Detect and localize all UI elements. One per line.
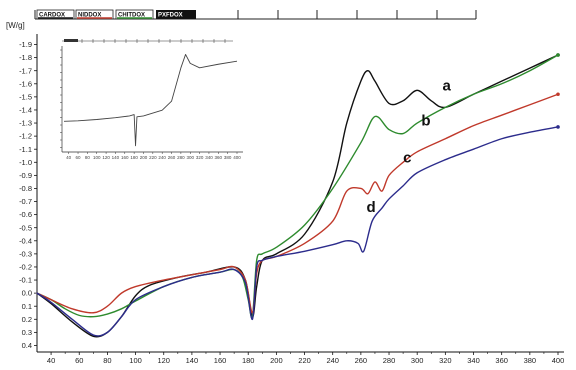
legend-box bbox=[75, 9, 114, 20]
inset-ruler-marker bbox=[64, 39, 78, 42]
inset-x-tick-label: 240 bbox=[158, 155, 166, 160]
series-line-d bbox=[36, 126, 559, 337]
legend-label: PXFDOX bbox=[158, 13, 183, 19]
y-tick-label: -0.6 bbox=[19, 210, 32, 219]
y-tick-label: -0.8 bbox=[19, 184, 32, 193]
legend-box bbox=[36, 9, 75, 20]
y-tick-label: -1.7 bbox=[19, 66, 32, 75]
inset-chart: 40 60 80 100 120 140 160 180 200 220 240 260 280 300 3… bbox=[60, 38, 243, 160]
inset-x-tick-label: 320 bbox=[196, 155, 204, 160]
x-tick-label: 340 bbox=[467, 356, 480, 365]
x-tick-label: 240 bbox=[326, 356, 339, 365]
inset-x-tick-label: 400 bbox=[233, 155, 241, 160]
x-tick-label: 320 bbox=[439, 356, 452, 365]
curve-label-d: d bbox=[366, 199, 375, 216]
x-tick-label: 300 bbox=[411, 356, 424, 365]
inset-x-tick-label: 300 bbox=[186, 155, 194, 160]
legend-entry-2: CHITDOX bbox=[115, 9, 154, 20]
x-tick-label: 100 bbox=[129, 356, 142, 365]
x-tick-label: 260 bbox=[355, 356, 368, 365]
x-tick-label: 380 bbox=[524, 356, 537, 365]
curve-labels: a b c d bbox=[366, 77, 451, 216]
inset-series-line bbox=[63, 54, 238, 147]
x-tick-label: 120 bbox=[157, 356, 170, 365]
y-tick-label: 0.3 bbox=[22, 328, 32, 337]
y-tick-label: -1.0 bbox=[19, 158, 32, 167]
legend-strip: CARDOX NIDDOX CHITDOX PXFDOX bbox=[34, 9, 477, 20]
y-tick-label: -1.6 bbox=[19, 79, 32, 88]
series-end-point-c bbox=[556, 92, 560, 97]
inset-x-tick-label: 260 bbox=[168, 155, 176, 160]
y-axis-label: [W/g] bbox=[6, 21, 25, 30]
y-tick-label: -0.4 bbox=[19, 236, 32, 245]
inset-x-tick-label: 60 bbox=[76, 155, 82, 160]
x-tick-label: 200 bbox=[270, 356, 283, 365]
inset-x-tick-label: 360 bbox=[215, 155, 223, 160]
x-tick-label: 360 bbox=[495, 356, 508, 365]
y-tick-label: 0.2 bbox=[22, 315, 32, 324]
main-axes: -1.9 -1.8 -1.7 -1.6 -1.5 -1.4 -1.3 -1.2 -1.1 -1.0… bbox=[19, 34, 564, 365]
y-tick-label: -1.1 bbox=[19, 145, 32, 154]
legend-entry-0: CARDOX bbox=[36, 9, 75, 20]
x-tick-label: 60 bbox=[75, 356, 83, 365]
curve-label-c: c bbox=[403, 149, 411, 166]
curve-label-b: b bbox=[421, 113, 430, 130]
inset-x-tick-label: 100 bbox=[93, 155, 101, 160]
x-tick-label: 180 bbox=[242, 356, 255, 365]
x-tick-label: 140 bbox=[186, 356, 199, 365]
y-tick-label: -0.7 bbox=[19, 197, 32, 206]
x-tick-label: 400 bbox=[552, 356, 565, 365]
inset-x-tick-label: 160 bbox=[121, 155, 129, 160]
inset-x-tick-label: 40 bbox=[66, 155, 72, 160]
y-tick-label: -1.2 bbox=[19, 132, 32, 141]
x-tick-label: 80 bbox=[103, 356, 111, 365]
inset-x-tick-label: 220 bbox=[149, 155, 157, 160]
y-tick-label: -0.2 bbox=[19, 263, 32, 272]
y-tick-label: 0.1 bbox=[22, 302, 32, 311]
y-tick-label: -1.8 bbox=[19, 53, 32, 62]
inset-background bbox=[62, 38, 243, 152]
x-tick-label: 220 bbox=[298, 356, 311, 365]
inset-x-tick-label: 380 bbox=[224, 155, 232, 160]
y-tick-label: -1.3 bbox=[19, 119, 32, 128]
x-tick-label: 160 bbox=[214, 356, 227, 365]
main-series bbox=[36, 53, 560, 338]
legend-label: CHITDOX bbox=[118, 13, 145, 19]
y-tick-label: -1.5 bbox=[19, 92, 32, 101]
inset-x-tick-label: 280 bbox=[177, 155, 185, 160]
y-tick-label: -1.4 bbox=[19, 106, 32, 115]
curve-label-a: a bbox=[443, 77, 452, 94]
inset-x-tick-label: 180 bbox=[130, 155, 138, 160]
y-tick-label: -1.9 bbox=[19, 40, 32, 49]
y-tick-label: -0.1 bbox=[19, 276, 32, 285]
series-end-point-b bbox=[556, 53, 560, 57]
x-tick-label: 280 bbox=[383, 356, 396, 365]
inset-x-tick-label: 120 bbox=[102, 155, 110, 160]
y-tick-label: -0.5 bbox=[19, 223, 32, 232]
legend-label: NIDDOX bbox=[78, 13, 101, 19]
legend-entry-3: PXFDOX bbox=[156, 10, 196, 19]
y-tick-label: -0.3 bbox=[19, 249, 32, 258]
legend-label: CARDOX bbox=[39, 13, 65, 19]
legend-swatch bbox=[156, 10, 196, 19]
y-tick-label: 0.4 bbox=[22, 341, 32, 350]
legend-box bbox=[115, 9, 154, 20]
inset-x-tick-label: 200 bbox=[140, 155, 148, 160]
inset-x-tick-label: 140 bbox=[112, 155, 120, 160]
inset-x-tick-label: 80 bbox=[85, 155, 91, 160]
y-tick-label: -0.9 bbox=[19, 171, 32, 180]
legend-entry-1: NIDDOX bbox=[75, 9, 114, 20]
series-end-point-d bbox=[556, 125, 560, 129]
y-tick-label: 0.0 bbox=[22, 289, 32, 298]
inset-x-tick-label: 340 bbox=[205, 155, 213, 160]
x-tick-label: 40 bbox=[47, 356, 55, 365]
